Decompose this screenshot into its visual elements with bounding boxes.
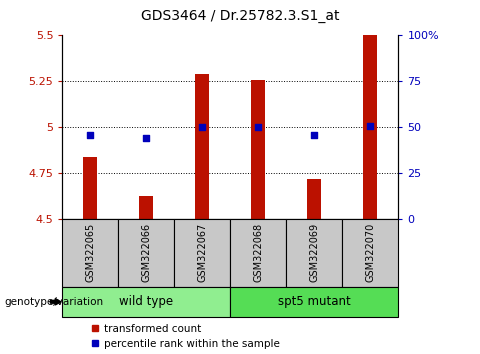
Text: GSM322069: GSM322069	[310, 223, 319, 282]
Bar	[363, 35, 377, 219]
Bar	[62, 219, 119, 287]
Legend: transformed count, percentile rank within the sample: transformed count, percentile rank withi…	[92, 324, 280, 349]
Point	[143, 136, 150, 141]
Bar	[174, 219, 230, 287]
Bar	[119, 219, 174, 287]
Point	[367, 123, 374, 129]
Point	[86, 132, 94, 138]
Text: GSM322070: GSM322070	[365, 223, 375, 282]
Bar	[252, 80, 265, 219]
Bar	[139, 195, 154, 219]
Text: GSM322068: GSM322068	[253, 223, 264, 282]
Point	[199, 125, 206, 130]
Point	[311, 132, 318, 138]
Point	[254, 125, 262, 130]
Bar	[195, 74, 209, 219]
Text: GSM322065: GSM322065	[85, 223, 96, 282]
Bar	[342, 219, 398, 287]
Bar	[230, 287, 398, 317]
Text: GSM322067: GSM322067	[197, 223, 207, 282]
Bar	[62, 287, 230, 317]
Bar	[287, 219, 342, 287]
Text: GSM322066: GSM322066	[142, 223, 151, 282]
Text: spt5 mutant: spt5 mutant	[278, 295, 351, 308]
Text: wild type: wild type	[120, 295, 173, 308]
Bar	[230, 219, 287, 287]
Bar	[84, 157, 97, 219]
Bar	[307, 179, 322, 219]
Text: genotype/variation: genotype/variation	[5, 297, 104, 307]
Text: GDS3464 / Dr.25782.3.S1_at: GDS3464 / Dr.25782.3.S1_at	[141, 9, 339, 23]
